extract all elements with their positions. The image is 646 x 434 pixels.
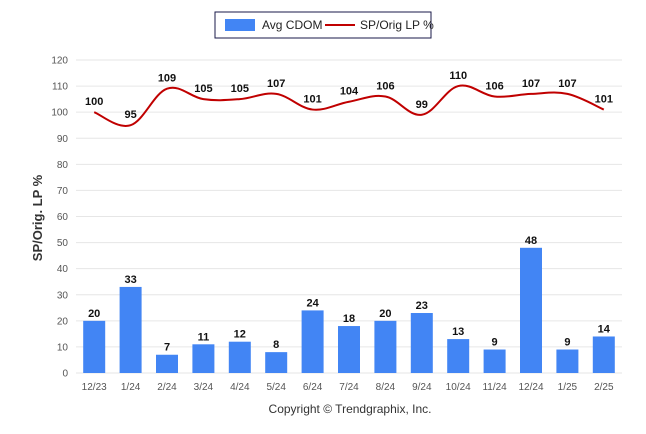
- bar-series-avg-cdom: [83, 247, 615, 373]
- bar: [192, 344, 215, 373]
- bar-value-label: 20: [379, 308, 391, 320]
- line-value-label: 99: [416, 99, 428, 111]
- line-value-label: 105: [194, 83, 212, 95]
- y-tick-label: 60: [57, 212, 69, 223]
- y-tick-label: 0: [62, 369, 68, 380]
- x-tick-label: 4/24: [230, 382, 250, 393]
- x-tick-label: 6/24: [303, 382, 323, 393]
- bar: [83, 320, 106, 373]
- line-series-sp-orig-lp: [93, 84, 605, 127]
- bar-value-label: 24: [306, 297, 319, 309]
- bar: [301, 310, 324, 373]
- x-tick-label: 10/24: [446, 382, 471, 393]
- x-tick-label: 1/24: [121, 382, 141, 393]
- bar: [556, 349, 579, 373]
- bar: [410, 313, 433, 373]
- y-tick-label: 120: [51, 56, 68, 67]
- line-value-label: 104: [340, 86, 359, 98]
- y-tick-label: 10: [57, 342, 69, 353]
- y-tick-label: 40: [57, 264, 69, 275]
- bar-value-label: 48: [525, 235, 537, 247]
- bar-value-label: 14: [598, 323, 611, 335]
- bar-value-label: 20: [88, 308, 100, 320]
- line-value-label: 100: [85, 96, 103, 108]
- bar: [119, 286, 142, 373]
- x-tick-label: 3/24: [194, 382, 214, 393]
- x-tick-label: 8/24: [376, 382, 396, 393]
- bar: [228, 341, 251, 373]
- bar: [447, 339, 470, 373]
- x-tick-labels: 12/23 1/24 2/24 3/24 4/24 5/24 6/24 7/24 8/24 9/2…: [82, 382, 614, 393]
- bar: [374, 320, 397, 373]
- line-value-label: 110: [449, 70, 467, 82]
- bar-data-labels: 20 33 7 11 12 8 24 18 20 23 13 9 48 9 14: [88, 235, 611, 354]
- line-value-label: 95: [124, 109, 136, 121]
- x-tick-label: 1/25: [558, 382, 578, 393]
- y-tick-labels: 0 10 20 30 40 50 60 70 80 90 100 110 120: [51, 56, 68, 380]
- x-tick-label: 9/24: [412, 382, 432, 393]
- bar-value-label: 13: [452, 326, 464, 338]
- y-tick-label: 110: [52, 82, 68, 93]
- y-tick-label: 50: [57, 238, 69, 249]
- bar: [265, 352, 288, 373]
- y-tick-label: 90: [57, 134, 69, 145]
- bar-value-label: 18: [343, 313, 355, 325]
- x-tick-label: 2/25: [594, 382, 614, 393]
- line-value-label: 105: [231, 83, 249, 95]
- copyright-credit: Copyright © Trendgraphix, Inc.: [269, 402, 432, 416]
- bar-value-label: 12: [234, 329, 246, 341]
- legend-label-sp-orig-lp: SP/Orig LP %: [360, 18, 434, 32]
- y-tick-label: 80: [57, 160, 69, 171]
- y-tick-label: 30: [57, 290, 69, 301]
- bar-value-label: 7: [164, 342, 170, 354]
- x-tick-label: 5/24: [266, 382, 286, 393]
- bar-value-label: 8: [273, 339, 279, 351]
- line-value-label: 106: [485, 81, 503, 93]
- bar: [338, 326, 360, 373]
- line-value-label: 106: [376, 81, 394, 93]
- y-axis-label: SP/Orig. LP %: [30, 174, 45, 261]
- line-value-label: 109: [158, 73, 176, 85]
- legend-label-avg-cdom: Avg CDOM: [262, 18, 322, 32]
- y-tick-label: 100: [51, 108, 68, 119]
- line-value-label: 107: [267, 78, 285, 90]
- x-tick-label: 12/24: [518, 382, 543, 393]
- x-tick-label: 11/24: [482, 382, 507, 393]
- bar: [483, 349, 506, 373]
- line-value-label: 101: [595, 94, 613, 106]
- line-value-label: 107: [522, 78, 540, 90]
- bar: [592, 336, 615, 373]
- bar: [156, 354, 178, 373]
- y-tick-label: 20: [57, 316, 69, 327]
- x-tick-label: 2/24: [157, 382, 177, 393]
- bar-value-label: 11: [198, 331, 210, 343]
- bar-value-label: 9: [492, 337, 498, 349]
- line-data-labels: 100 95 109 105 105 107 101 104 106 99 110 106 107 107…: [85, 70, 613, 121]
- line-value-label: 101: [303, 94, 321, 106]
- line-value-label: 107: [558, 78, 576, 90]
- bar: [520, 247, 542, 373]
- x-tick-label: 12/23: [82, 382, 107, 393]
- bar-value-label: 23: [416, 300, 428, 312]
- bar-value-label: 9: [564, 337, 570, 349]
- legend-swatch-avg-cdom: [225, 19, 255, 31]
- legend: Avg CDOM SP/Orig LP %: [214, 11, 434, 39]
- bar-value-label: 33: [124, 274, 136, 286]
- x-tick-label: 7/24: [339, 382, 359, 393]
- y-tick-label: 70: [57, 186, 69, 197]
